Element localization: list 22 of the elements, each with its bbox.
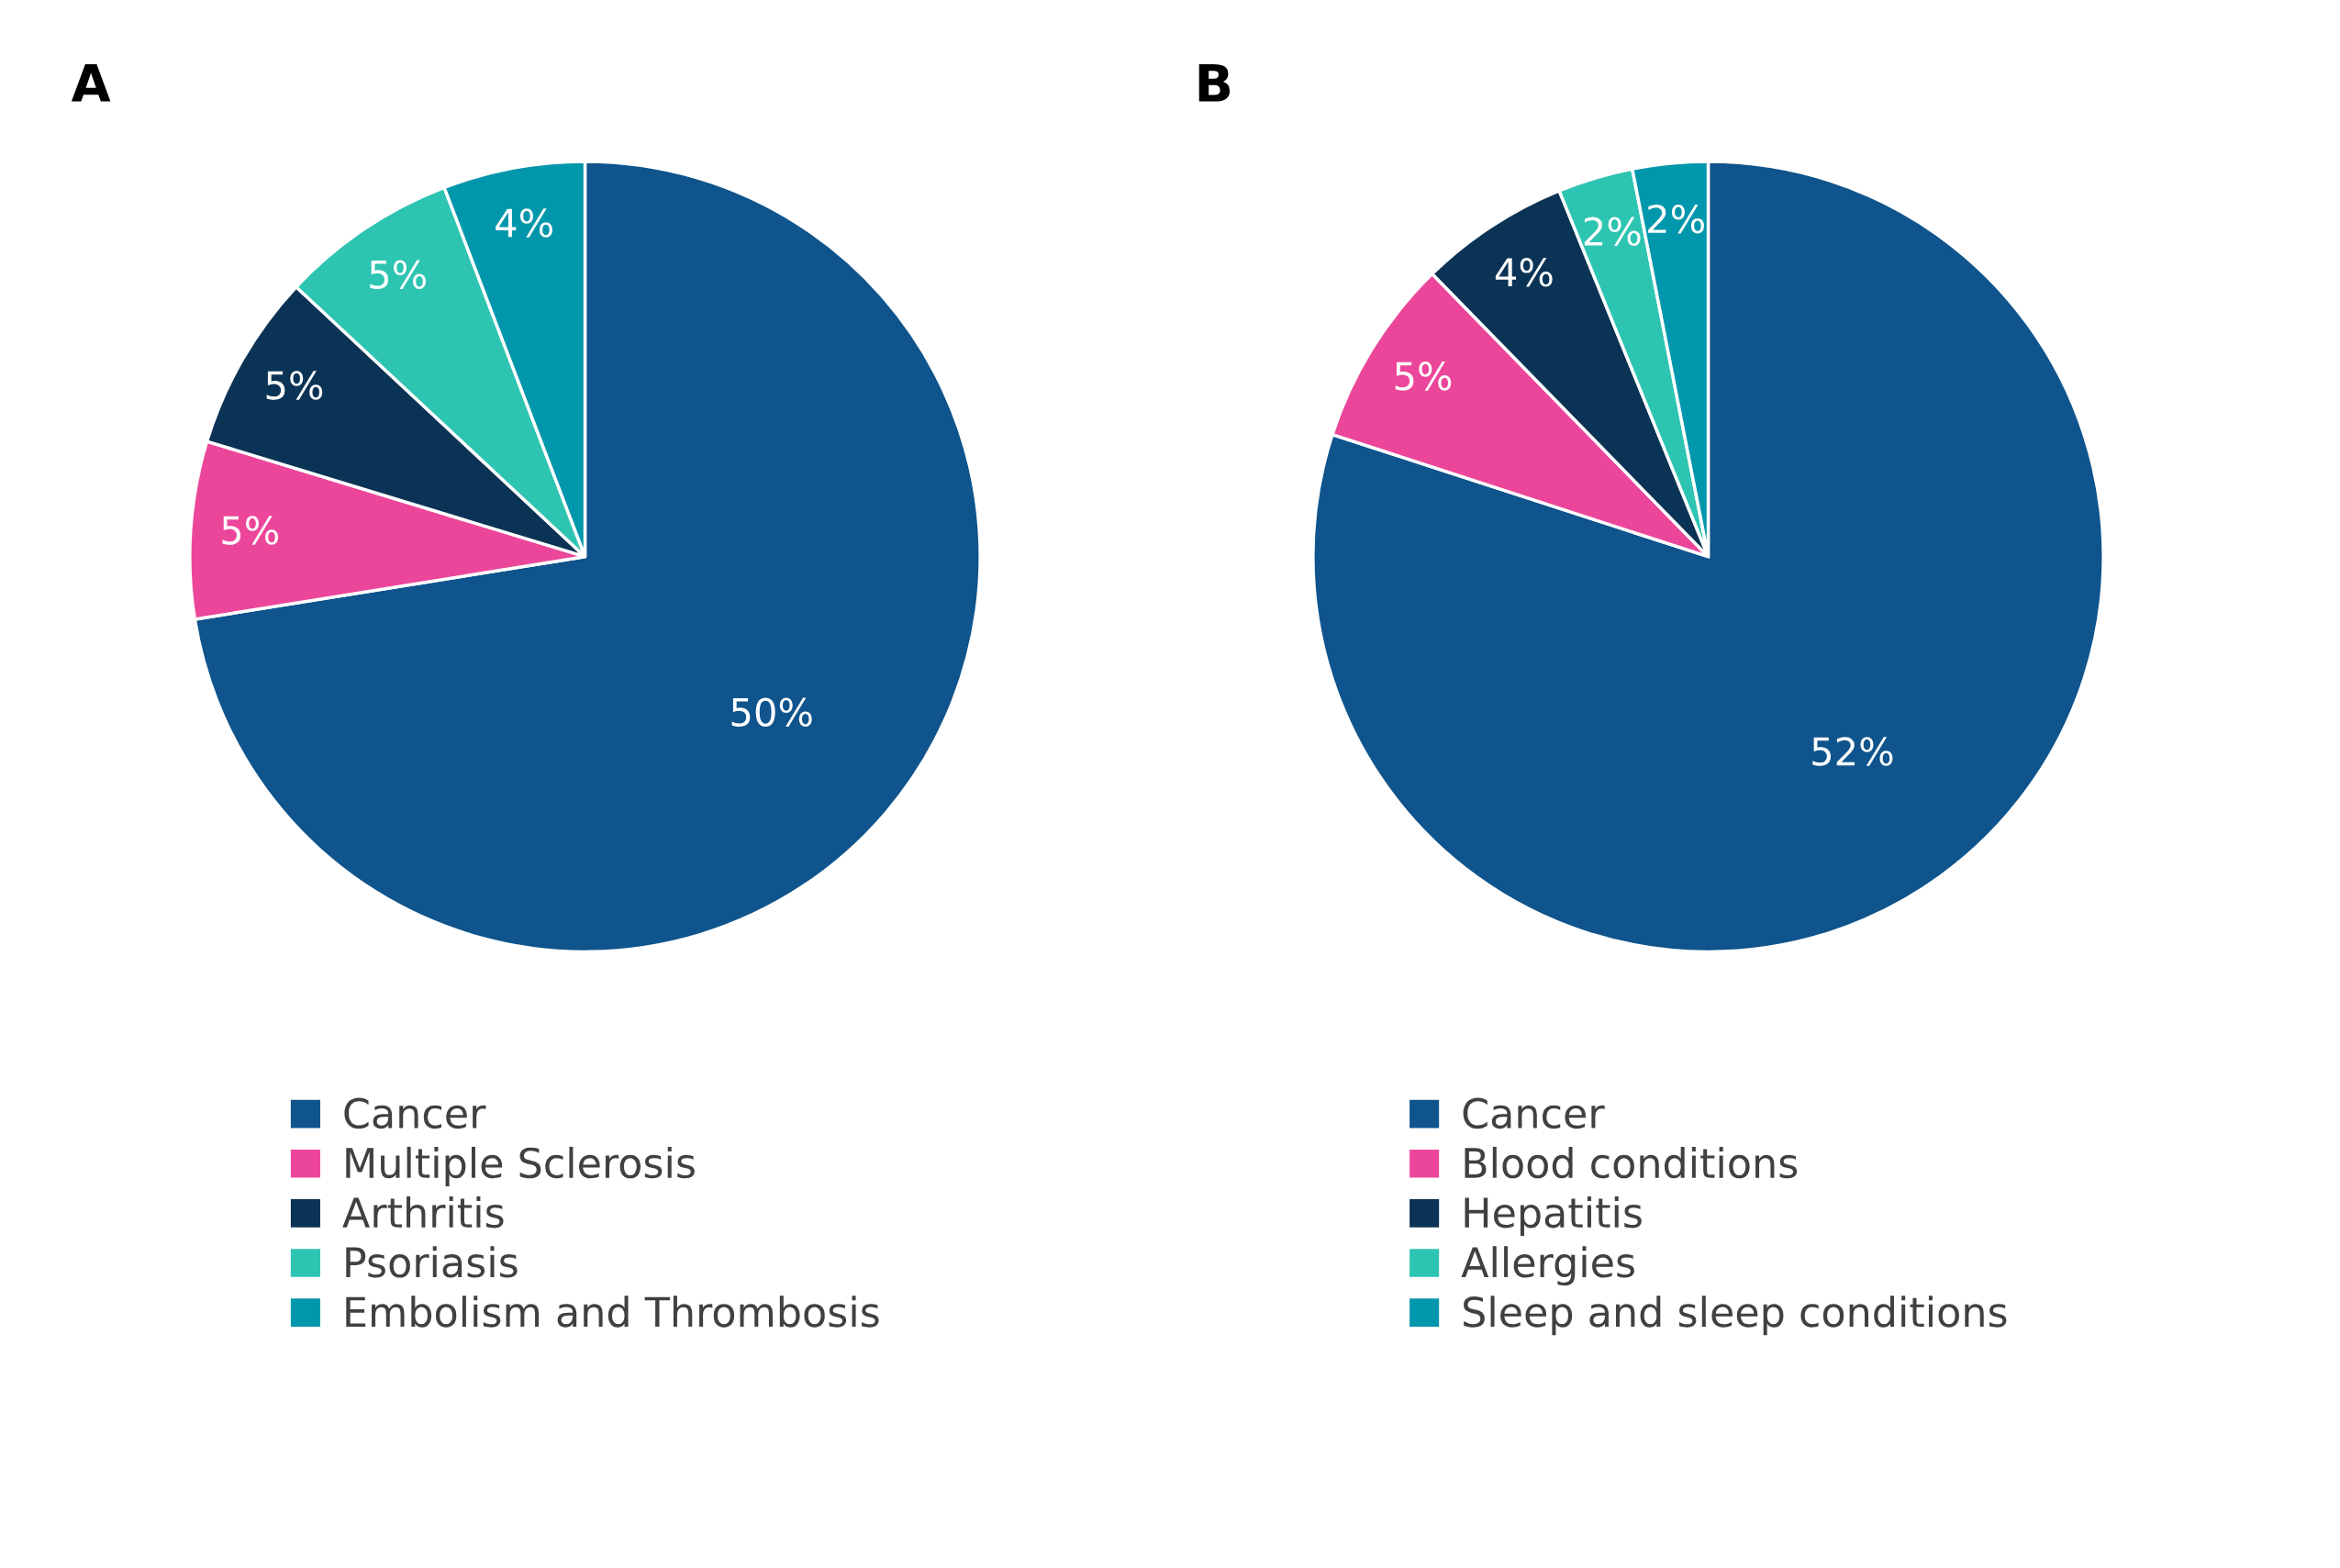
data-label: 50% <box>731 697 812 727</box>
legend-label: Embolism and Thrombosis <box>346 1296 879 1328</box>
data-label: 2% <box>1584 217 1641 246</box>
legend-label: Cancer <box>344 1097 486 1129</box>
data-label: 5% <box>1395 361 1452 391</box>
data-label: 4% <box>1495 258 1553 287</box>
legend-label: Multiple Sclerosis <box>346 1146 695 1186</box>
data-label: 5% <box>222 516 279 545</box>
data-label: 5% <box>370 260 427 289</box>
legend-label: Psoriasis <box>346 1246 518 1278</box>
chart-title: A <box>71 64 111 102</box>
chart-title: B <box>1198 64 1231 102</box>
data-label: 5% <box>266 371 323 400</box>
legend-label: Allergies <box>1461 1246 1634 1286</box>
data-label: 52% <box>1812 737 1893 766</box>
legend-label: Cancer <box>1463 1097 1605 1129</box>
legend-label: Arthritis <box>342 1196 504 1229</box>
legend-label: Sleep and sleep conditions <box>1464 1296 2007 1336</box>
legend-label: Blood conditions <box>1465 1146 1798 1179</box>
legend-label: Hepatitis <box>1465 1196 1642 1237</box>
data-label: 4% <box>496 208 552 238</box>
data-label: 2% <box>1648 204 1704 234</box>
